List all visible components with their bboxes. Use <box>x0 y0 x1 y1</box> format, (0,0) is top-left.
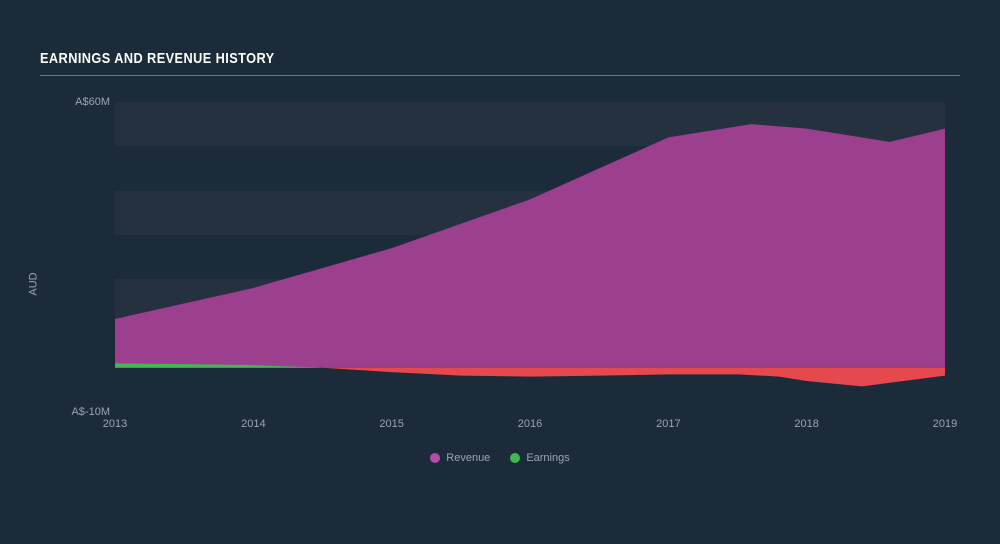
x-tick-label: 2016 <box>518 418 542 430</box>
y-axis-label: AUD <box>28 272 40 295</box>
title-underline <box>40 75 960 76</box>
x-tick-label: 2017 <box>656 418 680 430</box>
y-tick-label: A$-10M <box>55 406 110 418</box>
revenue-area <box>115 124 945 368</box>
legend-label: Earnings <box>526 452 569 464</box>
legend-swatch <box>430 453 440 463</box>
legend-label: Revenue <box>446 452 490 464</box>
earnings-negative-area <box>115 368 945 387</box>
x-tick-label: 2013 <box>103 418 127 430</box>
legend-swatch <box>510 453 520 463</box>
chart-area: AUD A$-10MA$60M2013201420152016201720182… <box>40 94 960 474</box>
chart-title: EARNINGS AND REVENUE HISTORY <box>40 50 822 67</box>
legend: Revenue Earnings <box>40 450 960 489</box>
y-tick-label: A$60M <box>55 96 110 108</box>
x-tick-label: 2019 <box>933 418 957 430</box>
legend-item[interactable]: Earnings <box>510 452 569 464</box>
chart-svg <box>115 102 945 412</box>
x-tick-label: 2018 <box>794 418 818 430</box>
x-tick-label: 2015 <box>379 418 403 430</box>
legend-item[interactable]: Revenue <box>430 452 490 464</box>
x-tick-label: 2014 <box>241 418 265 430</box>
chart-container: EARNINGS AND REVENUE HISTORY AUD A$-10M A… <box>0 0 1000 544</box>
plot-area <box>115 102 945 412</box>
